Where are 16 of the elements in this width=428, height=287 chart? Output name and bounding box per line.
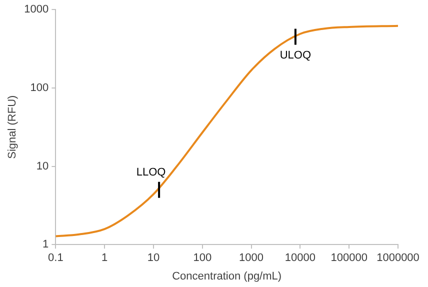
x-tick-label: 10: [147, 252, 160, 264]
y-tick-label: 1000: [24, 4, 49, 16]
x-tick-label: 1: [102, 252, 108, 264]
x-axis-title: Concentration (pg/mL): [172, 270, 282, 282]
y-tick-label: 100: [30, 82, 49, 94]
y-axis-title: Signal (RFU): [6, 95, 19, 159]
annotation: LLOQ: [136, 166, 166, 178]
x-tick-label: 1000: [239, 252, 264, 264]
y-tick-label: 1: [42, 238, 49, 251]
x-tick-label: 10000: [284, 252, 316, 264]
x-tick-label: 100: [193, 252, 212, 264]
x-tick-label: 0.1: [48, 252, 64, 264]
x-tick-label: 1000000: [376, 252, 420, 264]
y-tick-label: 10: [36, 160, 49, 172]
x-tick-label: 100000: [330, 252, 368, 264]
annotation: ULOQ: [280, 49, 312, 62]
